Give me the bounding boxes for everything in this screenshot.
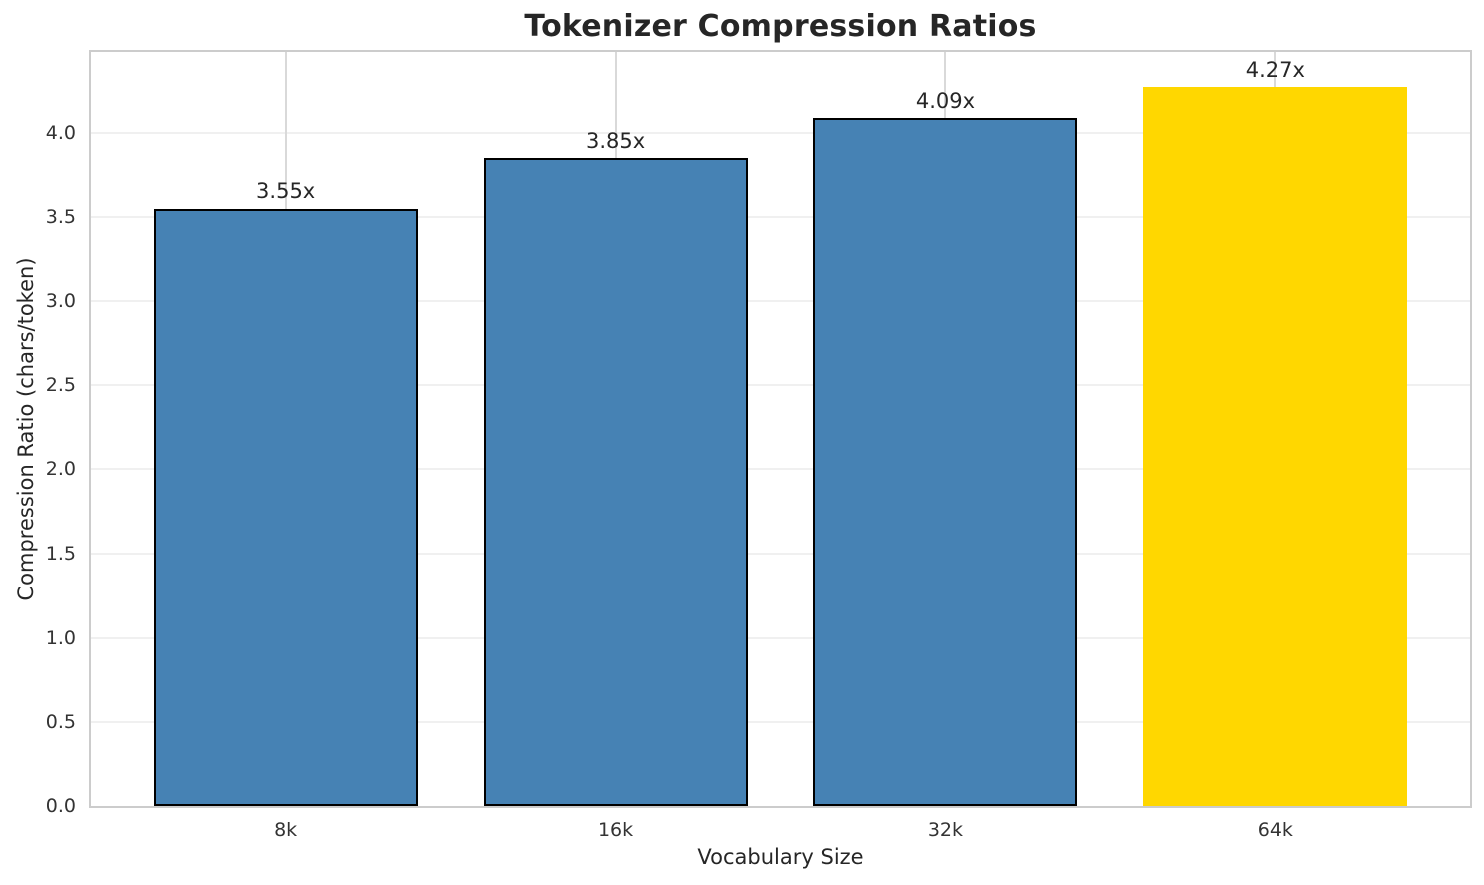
x-axis-label: Vocabulary Size: [697, 845, 864, 869]
gridline-horizontal: [91, 720, 1470, 723]
gridline-horizontal: [91, 384, 1470, 387]
y-tick-label: 1.0: [45, 626, 76, 649]
y-axis-tick-labels: 0.0 0.5 1.0 1.5 2.0 2.5 3.0 3.5 4.0: [0, 52, 76, 817]
bar-value-label: 3.85x: [585, 128, 646, 153]
x-axis-tick-labels: 8k 16k 32k 64k: [91, 817, 1470, 843]
bar-8k: [153, 208, 418, 806]
y-tick-label: 1.5: [45, 542, 76, 565]
x-tick-label: 8k: [274, 819, 298, 841]
gridline-horizontal: [91, 468, 1470, 471]
y-tick-label: 0.0: [45, 795, 76, 817]
bar-value-label: 3.55x: [256, 179, 316, 204]
x-tick-label: 16k: [597, 819, 634, 841]
y-tick-label: 3.5: [45, 205, 76, 228]
bar-value-label: 4.27x: [1245, 58, 1305, 83]
y-tick-label: 0.5: [45, 710, 76, 733]
plot-area: 3.55x 3.85x 4.09x 4.27x: [89, 50, 1472, 808]
y-tick-label: 3.0: [45, 290, 76, 313]
gridline-horizontal: [91, 636, 1470, 639]
chart-title: Tokenizer Compression Ratios: [524, 9, 1037, 44]
x-tick-label: 32k: [927, 819, 964, 841]
gridline-horizontal: [91, 215, 1470, 218]
gridline-horizontal: [91, 300, 1470, 303]
x-tick-label: 64k: [1257, 819, 1293, 841]
y-tick-label: 2.0: [45, 458, 76, 481]
bars-layer: 3.55x 3.85x 4.09x 4.27x: [91, 52, 1470, 806]
gridline-horizontal: [91, 552, 1470, 555]
gridline-horizontal: [91, 131, 1470, 134]
y-tick-label: 4.0: [45, 121, 76, 144]
bar-value-label: 4.09x: [915, 88, 976, 113]
y-tick-label: 2.5: [45, 374, 76, 397]
bar-32k: [813, 117, 1078, 806]
bar-64k: [1143, 87, 1408, 806]
bar-16k: [483, 158, 748, 806]
